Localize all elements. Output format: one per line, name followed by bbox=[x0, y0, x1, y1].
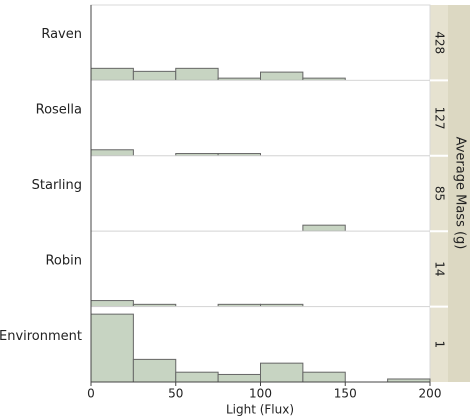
bar bbox=[90, 300, 134, 308]
panel bbox=[90, 4, 431, 81]
mass-label: 127 bbox=[433, 107, 447, 130]
x-tick-label: 0 bbox=[87, 387, 95, 401]
bar bbox=[175, 371, 219, 383]
mass-label: 1 bbox=[433, 340, 447, 348]
facet-label: Environment bbox=[0, 329, 82, 344]
x-tick-label: 150 bbox=[334, 387, 357, 401]
bar bbox=[132, 358, 177, 383]
bar bbox=[217, 373, 261, 383]
x-tick-label: 100 bbox=[249, 387, 272, 401]
facet-label: Rosella bbox=[36, 103, 82, 118]
facet-label: Starling bbox=[32, 178, 82, 193]
mass-label: 14 bbox=[433, 261, 447, 276]
strip-title: Average Mass (g) bbox=[453, 137, 468, 250]
facet-label: Raven bbox=[41, 27, 82, 42]
x-tick-label: 200 bbox=[419, 387, 442, 401]
bar bbox=[90, 313, 134, 383]
bar bbox=[260, 71, 304, 81]
mass-label: 428 bbox=[433, 31, 447, 54]
panel bbox=[90, 155, 431, 232]
panel bbox=[90, 79, 431, 157]
x-tick-label: 50 bbox=[168, 387, 183, 401]
mass-label: 85 bbox=[433, 186, 447, 201]
bar bbox=[175, 67, 219, 81]
bar bbox=[132, 70, 177, 81]
bar bbox=[302, 371, 346, 383]
x-axis-label: Light (Flux) bbox=[226, 403, 294, 417]
mass-strip bbox=[430, 5, 448, 382]
bar bbox=[90, 67, 134, 81]
title-strip bbox=[448, 5, 470, 382]
bar bbox=[302, 224, 346, 232]
bar bbox=[90, 149, 134, 157]
bar bbox=[260, 362, 304, 383]
facet-label: Robin bbox=[45, 253, 82, 268]
panel bbox=[90, 230, 431, 308]
